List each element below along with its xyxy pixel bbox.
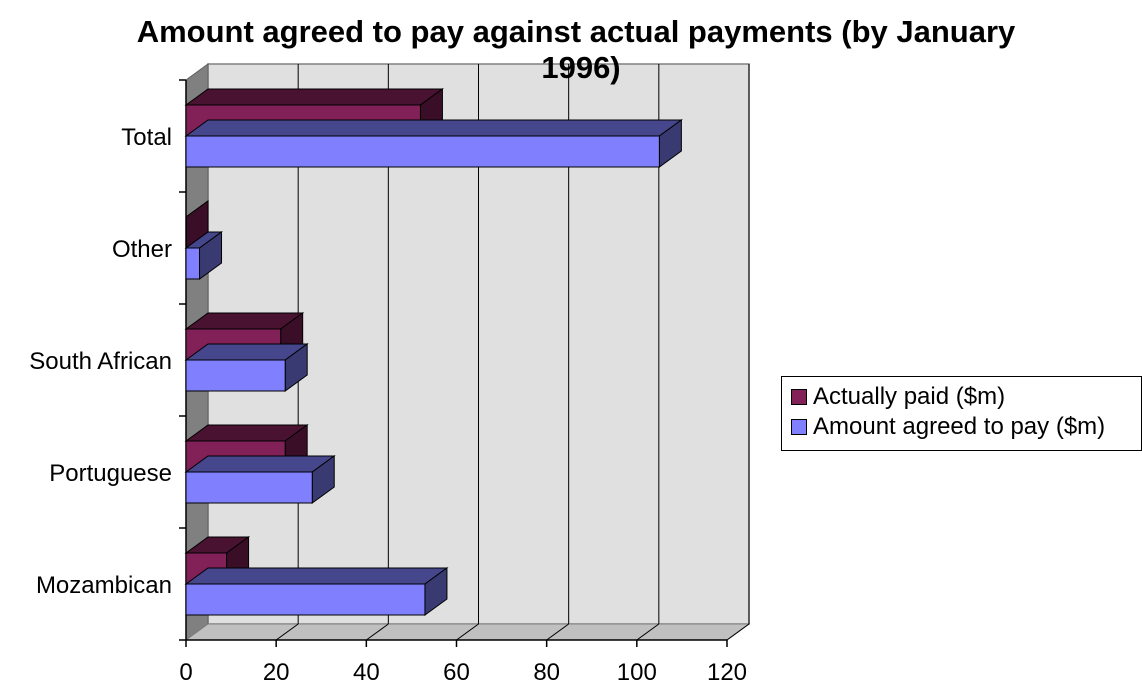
gridline-floor (366, 623, 389, 641)
category-group-other (184, 200, 224, 280)
gridline-floor (275, 623, 299, 641)
bar (185, 247, 201, 280)
y-tick-label: Mozambican (36, 572, 172, 599)
x-tick-label: 120 (707, 659, 747, 684)
y-tick-label: South African (29, 348, 172, 375)
x-tick-label: 0 (179, 659, 192, 684)
bar-top-face (184, 119, 683, 137)
x-tick-label: 100 (617, 659, 657, 684)
gridline-floor (726, 623, 750, 641)
bar-top-face (184, 455, 336, 473)
chart-title-line: Amount agreed to pay against actual paym… (137, 14, 1016, 49)
category-group-mozambican (184, 536, 449, 616)
bar (185, 471, 313, 504)
x-tick-label: 40 (353, 659, 380, 684)
legend-item-actually-paid: Actually paid ($m) (791, 382, 1141, 412)
bar (185, 359, 286, 392)
category-group-south-african (184, 312, 309, 392)
bar (185, 135, 660, 168)
y-tick-label: Total (121, 124, 172, 151)
x-tick-label: 20 (263, 659, 290, 684)
x-tick-label: 80 (533, 659, 560, 684)
bar (185, 583, 426, 616)
x-tick-label: 60 (443, 659, 470, 684)
legend-label-actually-paid: Actually paid ($m) (813, 383, 1006, 410)
gridline-floor (546, 623, 569, 641)
legend: Actually paid ($m) Amount agreed to pay … (781, 376, 1142, 451)
chart-title-line: 1996) (541, 50, 620, 85)
chart-title: Amount agreed to pay against actual paym… (137, 14, 1016, 85)
y-tick-label: Other (112, 236, 172, 263)
bar-top-face (184, 88, 444, 106)
gridline-floor (636, 623, 660, 641)
category-group-total (184, 88, 683, 168)
gridline-floor (456, 623, 479, 641)
y-tick-label: Portuguese (49, 460, 172, 487)
legend-swatch-actually-paid (791, 389, 807, 405)
legend-label-amount-agreed: Amount agreed to pay ($m) (813, 413, 1106, 440)
legend-item-amount-agreed: Amount agreed to pay ($m) (791, 412, 1141, 442)
legend-swatch-amount-agreed (791, 419, 807, 435)
bar-top-face (184, 567, 449, 585)
category-group-portuguese (184, 424, 336, 504)
bar (185, 216, 187, 249)
